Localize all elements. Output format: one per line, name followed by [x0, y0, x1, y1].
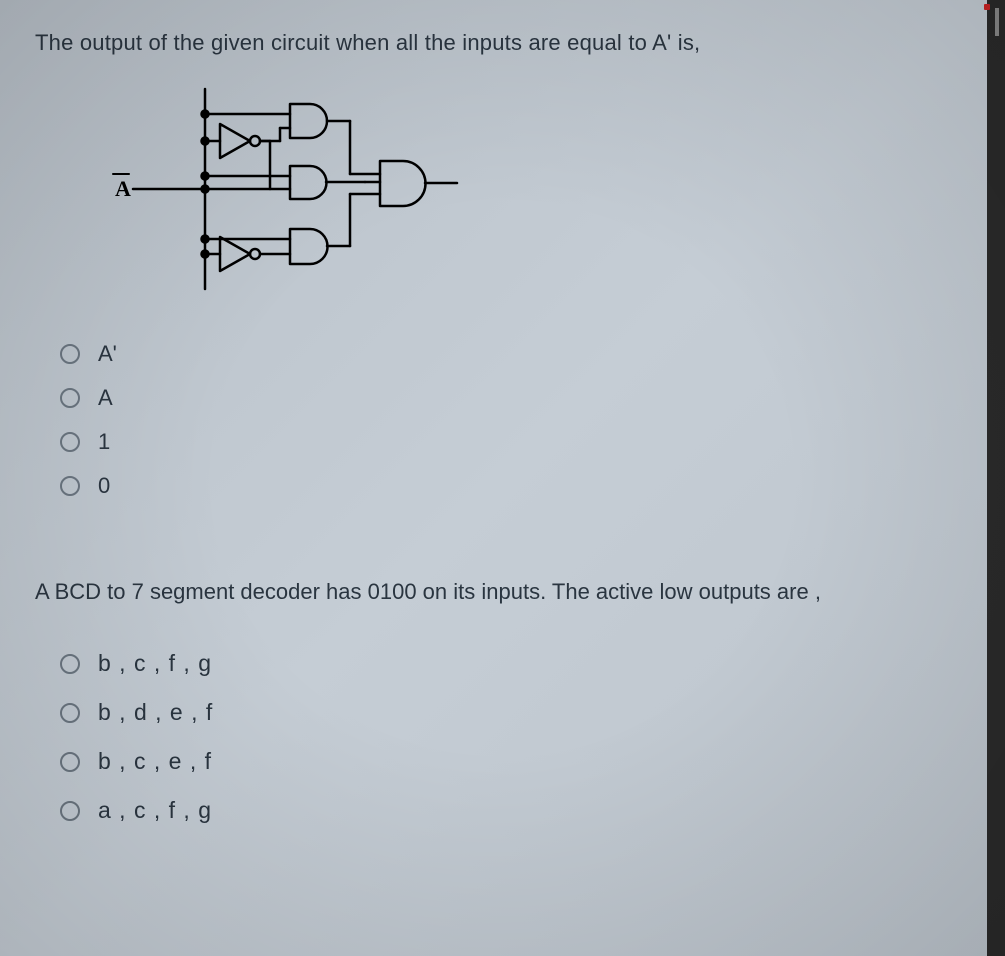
screen-edge [987, 0, 1005, 956]
option-label: A' [98, 341, 117, 367]
logic-circuit-svg: A [85, 76, 465, 306]
question-1-options: A' A 1 0 [60, 341, 970, 499]
option-label: 1 [98, 429, 110, 455]
option-q1-3[interactable]: 0 [60, 473, 970, 499]
radio-icon [60, 703, 80, 723]
radio-icon [60, 388, 80, 408]
question-2-text: A BCD to 7 segment decoder has 0100 on i… [35, 579, 970, 605]
radio-icon [60, 654, 80, 674]
option-q2-1[interactable]: b , d , e , f [60, 699, 970, 726]
question-2: A BCD to 7 segment decoder has 0100 on i… [35, 579, 970, 824]
question-2-options: b , c , f , g b , d , e , f b , c , e , … [60, 650, 970, 824]
indicator-dot [984, 4, 990, 10]
radio-icon [60, 752, 80, 772]
option-label: b , c , e , f [98, 748, 212, 775]
option-label: a , c , f , g [98, 797, 212, 824]
option-label: b , d , e , f [98, 699, 213, 726]
option-q1-2[interactable]: 1 [60, 429, 970, 455]
radio-icon [60, 432, 80, 452]
radio-icon [60, 476, 80, 496]
option-q1-0[interactable]: A' [60, 341, 970, 367]
option-label: A [98, 385, 113, 411]
radio-icon [60, 801, 80, 821]
option-q2-0[interactable]: b , c , f , g [60, 650, 970, 677]
question-1-text: The output of the given circuit when all… [35, 30, 970, 56]
option-label: b , c , f , g [98, 650, 212, 677]
svg-text:A: A [115, 176, 131, 201]
option-q2-2[interactable]: b , c , e , f [60, 748, 970, 775]
option-label: 0 [98, 473, 110, 499]
screen-edge-stripe [995, 8, 999, 36]
question-1: The output of the given circuit when all… [35, 30, 970, 499]
circuit-diagram: A [85, 76, 970, 311]
option-q2-3[interactable]: a , c , f , g [60, 797, 970, 824]
radio-icon [60, 344, 80, 364]
option-q1-1[interactable]: A [60, 385, 970, 411]
